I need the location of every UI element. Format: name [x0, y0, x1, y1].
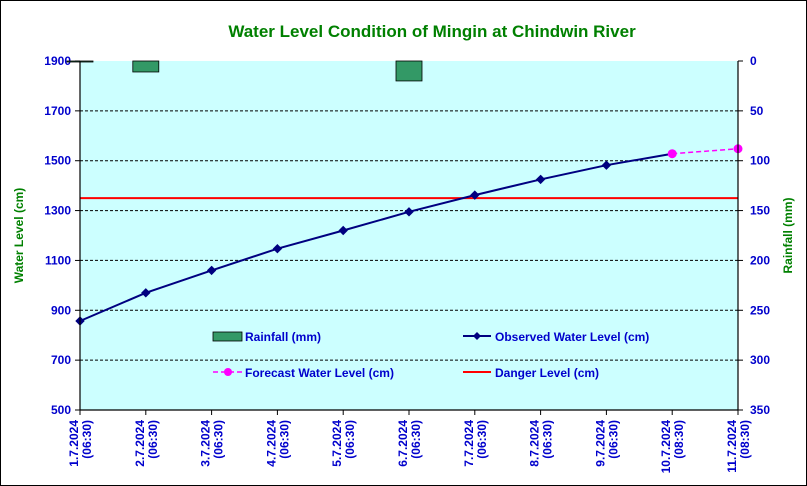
x-tick-label: 9.7.2024(06:30) [593, 420, 620, 467]
x-tick-date: 9.7.2024 [593, 420, 607, 467]
x-tick-date: 11.7.2024 [725, 420, 739, 473]
y2-tick-label: 300 [750, 353, 770, 367]
x-tick-label: 8.7.2024(06:30) [528, 420, 555, 467]
y-tick-label: 500 [51, 403, 71, 417]
legend-rainfall-swatch [212, 331, 243, 342]
legend-forecast-label: Forecast Water Level (cm) [245, 366, 394, 380]
x-tick-time: (08:30) [738, 420, 752, 459]
y2-tick-label: 50 [750, 104, 764, 118]
x-tick-time: (06:30) [80, 420, 94, 459]
x-tick-date: 4.7.2024 [264, 420, 278, 467]
observed-point [601, 160, 612, 170]
y2-tick-label: 200 [750, 253, 770, 267]
legend: Rainfall (mm) Observed Water Level (cm) Fo… [212, 330, 649, 380]
x-tick-label: 10.7.2024(08:30) [659, 420, 686, 474]
x-tick-date: 8.7.2024 [528, 420, 542, 467]
y2-axis-title: Rainfall (mm) [781, 197, 795, 273]
x-tick-label: 3.7.2024(06:30) [199, 420, 226, 467]
y2-tick-label: 100 [750, 154, 770, 168]
y-tick-label: 1900 [44, 54, 71, 68]
forecast-point [667, 149, 677, 159]
forecast-water-level-line [672, 148, 739, 155]
x-tick-date: 3.7.2024 [199, 420, 213, 467]
x-tick-label: 4.7.2024(06:30) [264, 420, 291, 467]
y2-tick-label: 150 [750, 204, 770, 218]
plot-area [80, 61, 738, 410]
observed-point [535, 174, 546, 185]
x-tick-label: 5.7.2024(06:30) [330, 420, 357, 467]
y2-tick-label: 250 [750, 303, 770, 317]
y-tick-label: 1700 [44, 104, 71, 118]
legend-observed-label: Observed Water Level (cm) [495, 330, 649, 344]
x-tick-date: 5.7.2024 [330, 420, 344, 467]
observed-point [141, 288, 151, 298]
observed-point [338, 225, 348, 236]
x-tick-time: (06:30) [475, 420, 489, 459]
x-tick-time: (06:30) [146, 420, 160, 459]
x-tick-label: 6.7.2024(06:30) [396, 420, 423, 467]
y-tick-label: 900 [51, 303, 71, 317]
x-tick-date: 7.7.2024 [462, 420, 476, 467]
y-tick-label: 1500 [44, 154, 71, 168]
x-tick-date: 2.7.2024 [133, 420, 147, 467]
x-tick-date: 6.7.2024 [396, 420, 410, 467]
y-tick-label: 1100 [45, 253, 71, 267]
observed-point [470, 190, 480, 200]
x-tick-time: (06:30) [212, 420, 226, 459]
x-tick-label: 1.7.2024(06:30) [67, 420, 94, 467]
observed-point [206, 265, 217, 276]
legend-forecast-marker [224, 368, 232, 376]
observed-point [272, 244, 283, 254]
x-tick-time: (06:30) [541, 420, 555, 459]
rainfall-bar [132, 60, 160, 73]
y2-tick-label: 350 [750, 403, 770, 417]
x-tick-time: (06:30) [343, 420, 357, 459]
x-tick-label: 2.7.2024(06:30) [133, 420, 160, 467]
x-tick-label: 7.7.2024(06:30) [462, 420, 489, 467]
legend-rainfall-label: Rainfall (mm) [245, 330, 321, 344]
x-tick-date: 1.7.2024 [67, 420, 81, 467]
rainfall-bar [395, 60, 423, 82]
y2-tick-label: 0 [750, 54, 757, 68]
x-tick-time: (06:30) [409, 420, 423, 459]
x-tick-label: 11.7.2024(08:30) [725, 420, 752, 473]
y-axis-title: Water Level (cm) [12, 188, 26, 284]
y-tick-label: 700 [51, 353, 71, 367]
observed-water-level-line [79, 152, 673, 322]
x-tick-time: (06:30) [277, 420, 291, 459]
legend-observed-marker [473, 332, 481, 340]
chart-title: Water Level Condition of Mingin at Chind… [228, 22, 636, 41]
legend-danger-label: Danger Level (cm) [495, 366, 599, 380]
x-tick-date: 10.7.2024 [659, 420, 673, 474]
x-tick-time: (08:30) [672, 420, 686, 459]
x-tick-time: (06:30) [606, 420, 620, 459]
observed-point [404, 207, 414, 217]
y-tick-label: 1300 [44, 204, 71, 218]
